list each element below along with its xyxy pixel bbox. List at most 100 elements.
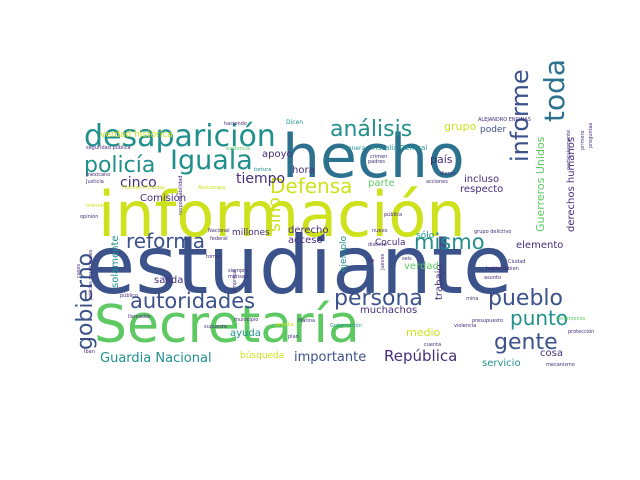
cloud-word: derechos humanos <box>566 137 577 232</box>
cloud-word: Defensa <box>270 174 352 198</box>
cloud-word: Guerreros Unidos <box>534 136 547 232</box>
cloud-word: jueves <box>380 253 386 271</box>
cloud-word: mexicano <box>86 172 110 178</box>
cloud-word: tiempo <box>236 171 285 187</box>
cloud-word: supuesto <box>204 324 227 330</box>
cloud-word: prueba <box>276 322 294 328</box>
cloud-word: casos <box>76 264 82 278</box>
cloud-word: mecanismo <box>546 362 575 368</box>
cloud-word: búsqueda <box>240 351 284 361</box>
cloud-word: República <box>384 347 457 365</box>
cloud-word: testimonios <box>556 316 586 322</box>
cloud-word: Ciudad <box>508 259 525 265</box>
cloud-word: federal <box>210 236 228 242</box>
cloud-word: violencia <box>454 323 476 329</box>
cloud-word: incluso <box>464 174 499 185</box>
cloud-word: internet <box>86 203 106 209</box>
cloud-word: distinto <box>368 242 387 248</box>
cloud-word: llamados <box>128 314 151 320</box>
cloud-word: importante <box>294 350 366 365</box>
cloud-word: toda <box>538 59 571 122</box>
cloud-word: mismo <box>414 230 485 254</box>
cloud-word: empresa <box>232 270 238 292</box>
cloud-word: nuevo <box>372 228 387 234</box>
cloud-word: evidencia <box>226 146 250 152</box>
cloud-word: medio <box>406 326 441 339</box>
cloud-word: ayuda <box>230 328 261 339</box>
cloud-word: tortura <box>254 167 271 173</box>
cloud-word: cinco <box>120 175 157 191</box>
cloud-word: manera <box>342 145 365 152</box>
cloud-word: particularmente <box>566 130 572 170</box>
cloud-word: protección <box>568 328 594 335</box>
cloud-word: Justicia <box>85 179 104 185</box>
cloud-word: millones <box>232 228 270 238</box>
cloud-word: crimen <box>370 154 387 160</box>
cloud-word: servicio <box>482 358 521 369</box>
cloud-word: Iguala <box>170 145 253 176</box>
cloud-word: parte <box>368 178 395 189</box>
cloud-word: respecto <box>460 184 503 195</box>
cloud-word: poder <box>480 125 506 135</box>
cloud-word: bien <box>508 266 519 272</box>
cloud-word: preguntas <box>588 122 594 148</box>
cloud-word: punto <box>510 306 568 330</box>
cloud-word: haciendo <box>224 121 247 127</box>
cloud-word: Cocula <box>375 238 405 248</box>
cloud-word: desaparición <box>84 119 276 154</box>
cloud-word: sólo <box>416 230 435 241</box>
cloud-word: Secretaría <box>94 295 360 355</box>
cloud-word: Fiscalía General <box>372 144 427 152</box>
cloud-word: responsabilidad <box>178 176 184 215</box>
cloud-word: trabajo <box>434 264 445 300</box>
cloud-word: informe <box>506 69 534 162</box>
cloud-word: opinión <box>80 213 98 220</box>
cloud-word: hecho <box>282 122 465 192</box>
cloud-word: hora <box>292 165 315 176</box>
cloud-word: derecho <box>288 225 329 236</box>
cloud-word: autoridades <box>130 289 255 313</box>
cloud-word: cuenta <box>424 342 441 348</box>
cloud-word: Iban <box>84 349 95 355</box>
cloud-word: información <box>98 178 466 251</box>
cloud-word: Guardia Nacional <box>100 351 212 366</box>
cloud-word: Gobernación <box>330 322 362 329</box>
cloud-word: Ayotzinapa <box>198 185 226 191</box>
cloud-word: muchachos <box>360 305 417 316</box>
cloud-word: mina <box>466 296 479 302</box>
cloud-word: seis <box>402 256 412 262</box>
cloud-word: cosa <box>540 348 563 359</box>
cloud-word: Marina <box>298 318 315 324</box>
cloud-word: ha <box>368 258 374 264</box>
cloud-word: grupo delictivo <box>474 229 511 235</box>
cloud-word: gente <box>494 330 558 355</box>
cloud-word: Comisión <box>140 192 186 204</box>
cloud-word: ALEJANDRO ENCINAS <box>478 117 531 123</box>
cloud-word: plan <box>288 334 299 340</box>
cloud-word: grupo <box>444 120 476 133</box>
cloud-word: siempre <box>228 268 248 274</box>
cloud-word: policía <box>84 153 155 178</box>
cloud-word: Nacional <box>208 228 230 234</box>
cloud-word: seguridad pública <box>86 144 131 151</box>
cloud-word: Dicen <box>286 119 303 126</box>
cloud-word: hablando <box>486 266 509 272</box>
cloud-word: padres <box>368 159 385 165</box>
cloud-word: pública <box>384 211 402 218</box>
cloud-word: salida <box>154 275 183 286</box>
cloud-word: solamente <box>110 235 121 288</box>
cloud-word: apoyo <box>262 149 293 160</box>
cloud-word: acceso <box>288 235 323 246</box>
cloud-word: policías municipales <box>87 249 94 300</box>
cloud-word: acciones <box>426 179 448 185</box>
cloud-word: verdad histórica <box>100 129 173 140</box>
cloud-word: reforma <box>126 229 205 253</box>
cloud-word: país <box>430 153 453 166</box>
cloud-word: mensaje <box>228 274 249 280</box>
cloud-word: Fuerzas Armadas <box>122 185 165 191</box>
cloud-word: municipio <box>234 317 258 323</box>
cloud-word: estudiante <box>86 219 512 312</box>
cloud-word: sino <box>265 197 285 232</box>
cloud-word: pueblo <box>488 286 563 311</box>
